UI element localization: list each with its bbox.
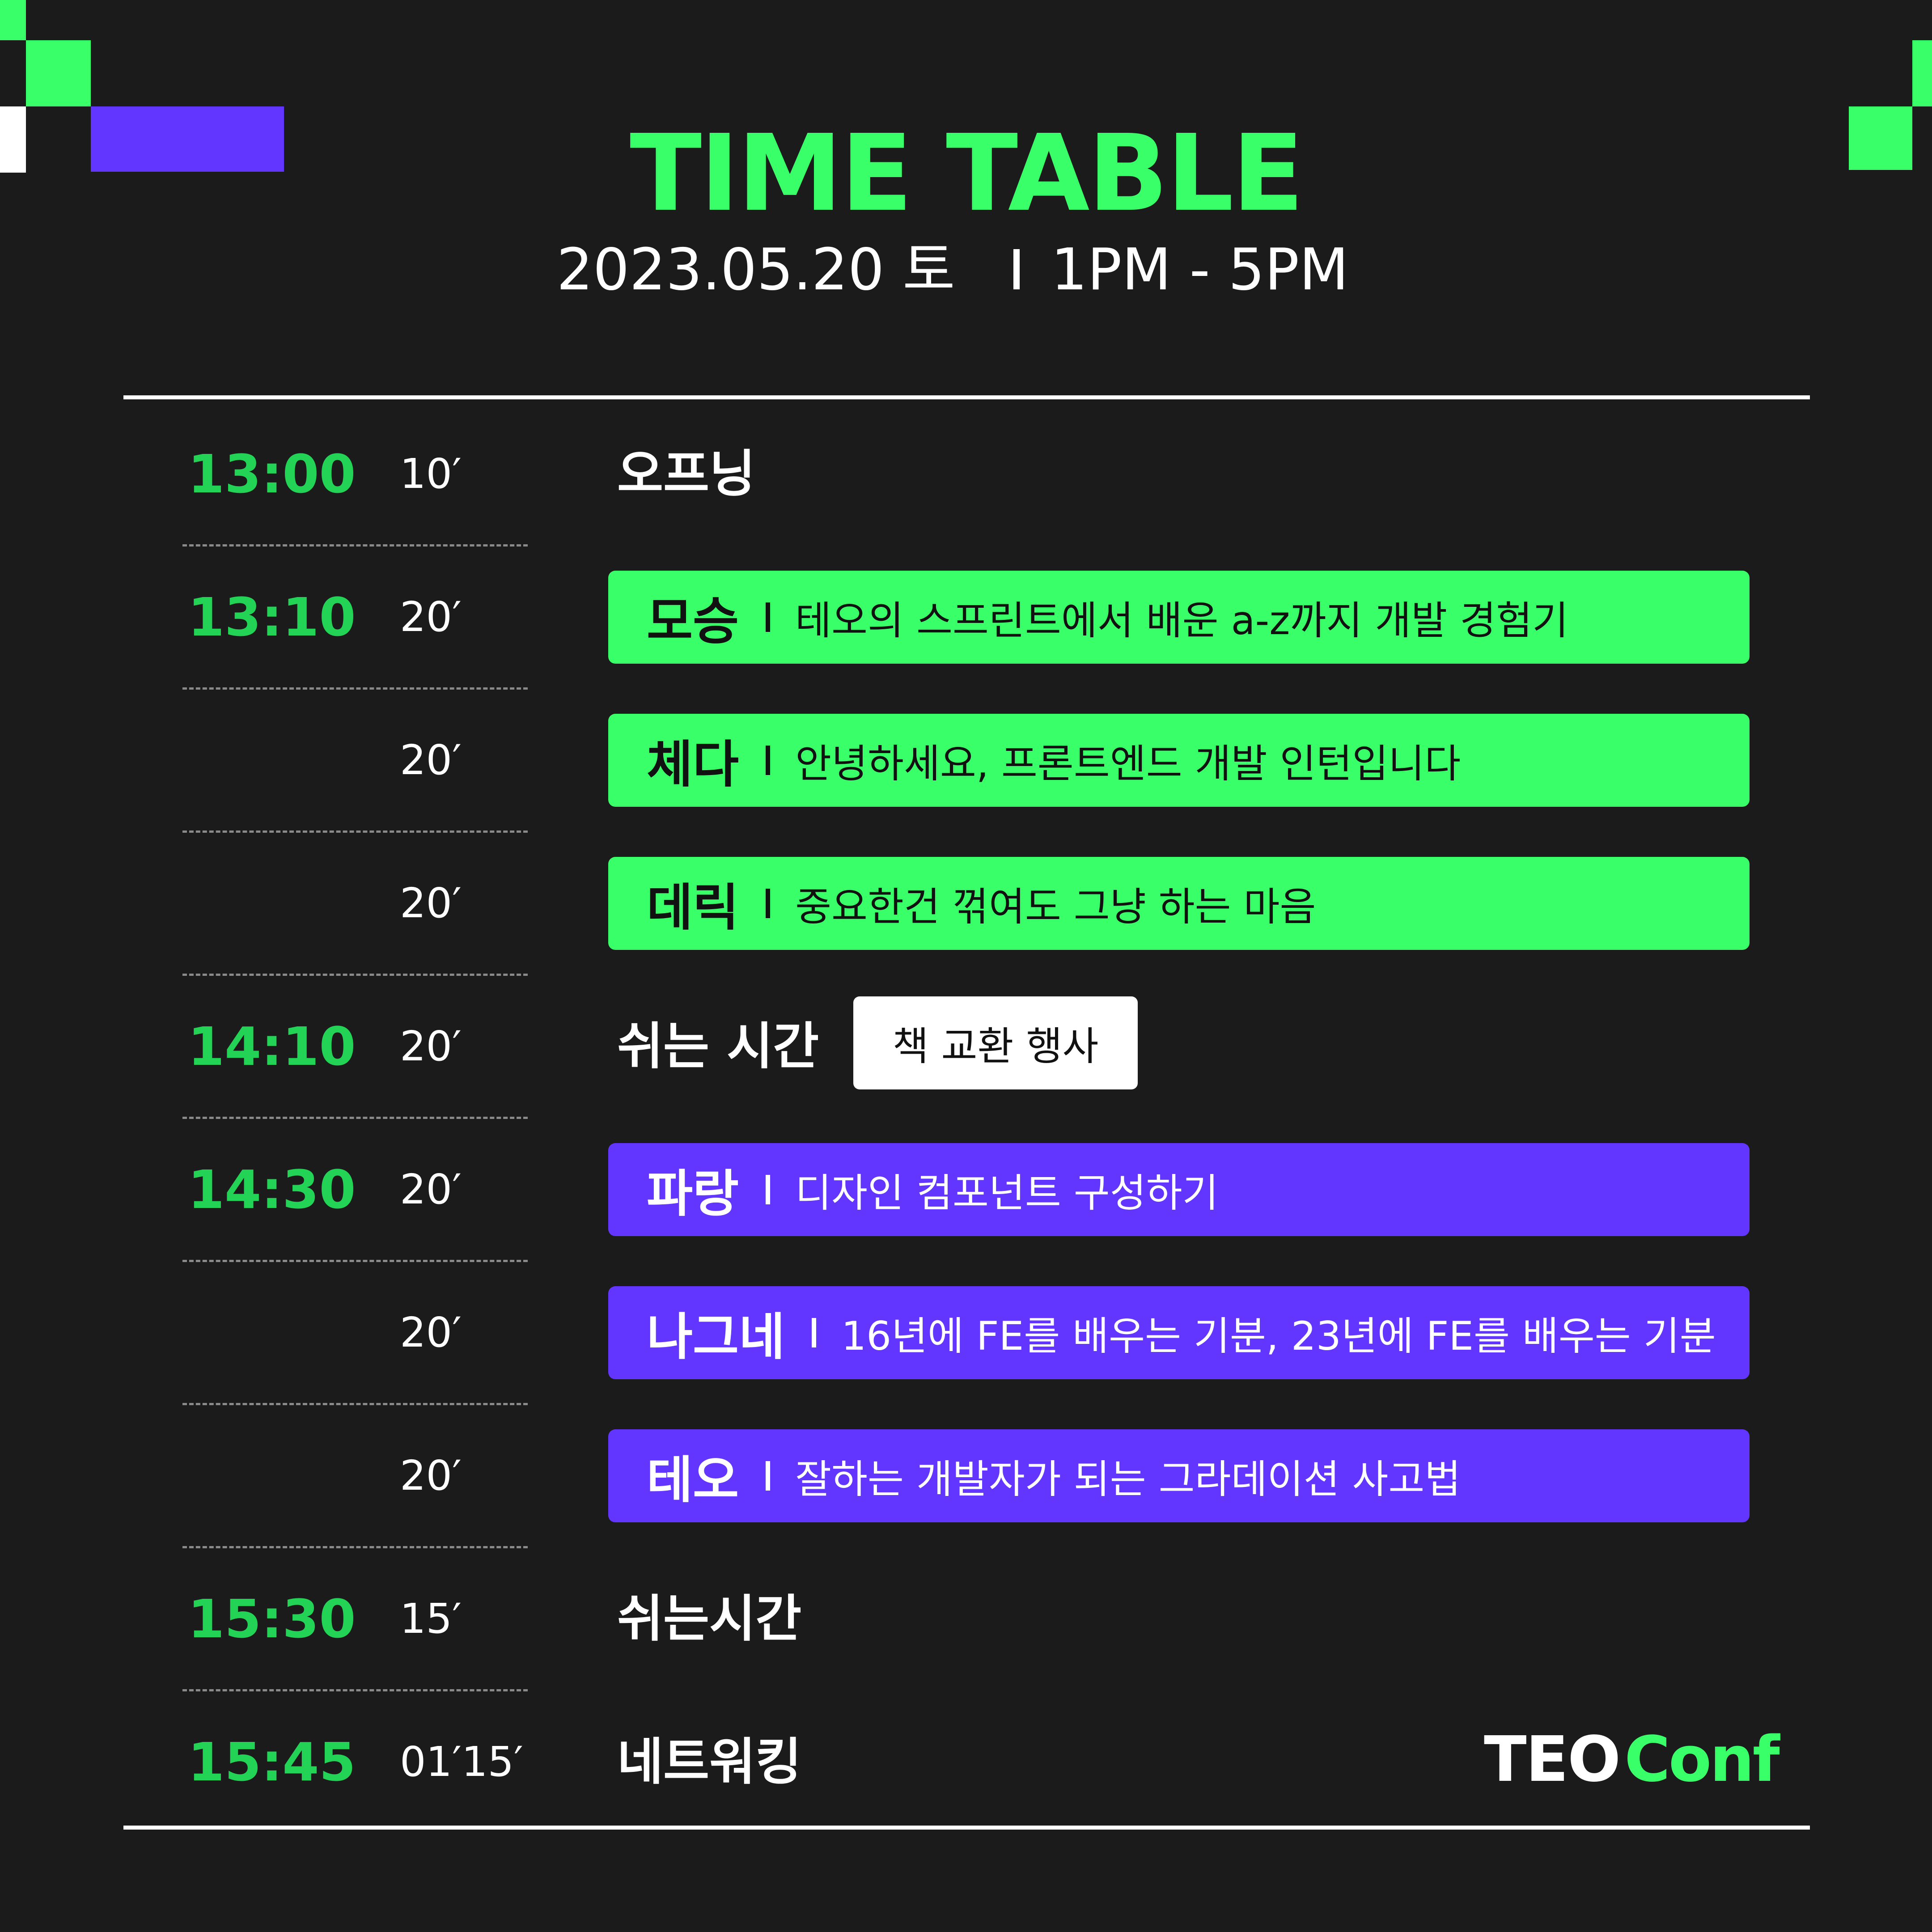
decor-pixel-green bbox=[1849, 106, 1912, 170]
session-card: 테오 잘하는 개발자가 되는 그라데이션 사고법 bbox=[608, 1429, 1750, 1522]
row-divider bbox=[182, 544, 528, 547]
schedule-label: 네트워킹 bbox=[617, 1733, 802, 1791]
decor-pixel-purple bbox=[91, 106, 284, 172]
event-date-time: 2023.05.20 토 1PM - 5PM bbox=[0, 242, 1932, 299]
bottom-rule bbox=[123, 1826, 1810, 1830]
row-divider bbox=[182, 1546, 528, 1548]
separator-bar bbox=[766, 1461, 771, 1491]
schedule-duration: 15′ bbox=[400, 1595, 462, 1643]
schedule-label: 쉬는 시간 bbox=[617, 1017, 819, 1076]
row-divider bbox=[182, 1117, 528, 1119]
row-divider bbox=[182, 974, 528, 976]
session-speaker: 파랑 bbox=[647, 1165, 739, 1223]
session-speaker: 체다 bbox=[647, 736, 739, 794]
schedule-label: 쉬는시간 bbox=[617, 1590, 802, 1648]
separator-bar bbox=[766, 1175, 771, 1204]
schedule-time: 14:10 bbox=[188, 1016, 356, 1077]
session-topic: 안녕하세요, 프론트엔드 개발 인턴입니다 bbox=[795, 740, 1461, 787]
decor-pixel-green bbox=[1912, 40, 1932, 106]
decor-pixel-green bbox=[0, 0, 26, 40]
schedule-duration: 20′ bbox=[400, 593, 462, 641]
row-divider bbox=[182, 1403, 528, 1405]
schedule-row: 15:45 01′15′ 네트워킹 bbox=[0, 1690, 1932, 1834]
row-divider bbox=[182, 687, 528, 690]
session-topic: 디자인 컴포넌트 구성하기 bbox=[795, 1169, 1219, 1216]
session-card: 데릭 중요한건 꺾여도 그냥 하는 마음 bbox=[608, 857, 1750, 950]
schedule-row: 20′ 테오 잘하는 개발자가 되는 그라데이션 사고법 bbox=[0, 1404, 1932, 1548]
row-divider bbox=[182, 1260, 528, 1262]
schedule-row: 15:30 15′ 쉬는시간 bbox=[0, 1547, 1932, 1691]
schedule-duration: 20′ bbox=[400, 1165, 462, 1213]
session-card: 체다 안녕하세요, 프론트엔드 개발 인턴입니다 bbox=[608, 714, 1750, 807]
session-speaker: 나그네 bbox=[647, 1308, 785, 1366]
session-card: 나그네 16년에 FE를 배우는 기분, 23년에 FE를 배우는 기분 bbox=[608, 1286, 1750, 1379]
separator-bar bbox=[766, 746, 771, 775]
schedule-time: 15:45 bbox=[188, 1731, 356, 1793]
schedule-duration: 20′ bbox=[400, 736, 462, 784]
session-speaker: 데릭 bbox=[647, 879, 739, 937]
event-badge: 책 교환 행사 bbox=[853, 996, 1138, 1089]
schedule-duration: 20′ bbox=[400, 879, 462, 927]
schedule-duration: 01′15′ bbox=[400, 1738, 523, 1786]
schedule-label: 오프닝 bbox=[617, 445, 756, 503]
session-speaker: 테오 bbox=[647, 1451, 739, 1509]
schedule-time: 13:00 bbox=[188, 443, 356, 505]
session-card: 모승 테오의 스프린트에서 배운 a-z까지 개발 경험기 bbox=[608, 571, 1750, 664]
session-topic: 16년에 FE를 배우는 기분, 23년에 FE를 배우는 기분 bbox=[841, 1313, 1716, 1359]
schedule-row: 13:10 20′ 모승 테오의 스프린트에서 배운 a-z까지 개발 경험기 bbox=[0, 546, 1932, 690]
session-topic: 테오의 스프린트에서 배운 a-z까지 개발 경험기 bbox=[795, 597, 1569, 644]
event-date: 2023.05.20 토 bbox=[556, 237, 955, 303]
schedule-row: 20′ 나그네 16년에 FE를 배우는 기분, 23년에 FE를 배우는 기분 bbox=[0, 1261, 1932, 1405]
session-speaker: 모승 bbox=[647, 593, 739, 651]
session-topic: 중요한건 꺾여도 그냥 하는 마음 bbox=[795, 883, 1316, 930]
separator-bar bbox=[766, 889, 771, 918]
logo-teo: TEO bbox=[1484, 1723, 1621, 1796]
separator-bar bbox=[812, 1318, 817, 1347]
event-hours: 1PM - 5PM bbox=[1051, 237, 1349, 303]
schedule-row: 14:30 20′ 파랑 디자인 컴포넌트 구성하기 bbox=[0, 1118, 1932, 1262]
schedule-duration: 20′ bbox=[400, 1022, 462, 1070]
schedule-time: 13:10 bbox=[188, 586, 356, 648]
separator-bar bbox=[766, 602, 771, 632]
page-title: TIME TABLE bbox=[630, 112, 1304, 235]
decor-pixel-white bbox=[0, 106, 26, 173]
schedule-row: 14:10 20′ 쉬는 시간 책 교환 행사 bbox=[0, 975, 1932, 1119]
schedule-row: 20′ 데릭 중요한건 꺾여도 그냥 하는 마음 bbox=[0, 832, 1932, 976]
schedule-row: 20′ 체다 안녕하세요, 프론트엔드 개발 인턴입니다 bbox=[0, 689, 1932, 833]
session-card: 파랑 디자인 컴포넌트 구성하기 bbox=[608, 1143, 1750, 1236]
decor-pixel-green bbox=[0, 40, 26, 106]
row-divider bbox=[182, 830, 528, 833]
schedule-time: 15:30 bbox=[188, 1588, 356, 1650]
schedule-row: 13:00 10′ 오프닝 bbox=[0, 402, 1932, 547]
teoconf-logo: TEO Conf bbox=[1484, 1723, 1780, 1796]
schedule-duration: 20′ bbox=[400, 1309, 462, 1356]
schedule-duration: 20′ bbox=[400, 1452, 462, 1500]
schedule-time: 14:30 bbox=[188, 1159, 356, 1220]
top-rule bbox=[123, 395, 1810, 399]
schedule-duration: 10′ bbox=[400, 450, 462, 498]
separator-bar bbox=[1013, 249, 1020, 289]
row-divider bbox=[182, 1689, 528, 1691]
logo-conf: Conf bbox=[1624, 1723, 1780, 1796]
session-topic: 잘하는 개발자가 되는 그라데이션 사고법 bbox=[795, 1456, 1461, 1502]
decor-pixel-green bbox=[26, 40, 91, 106]
